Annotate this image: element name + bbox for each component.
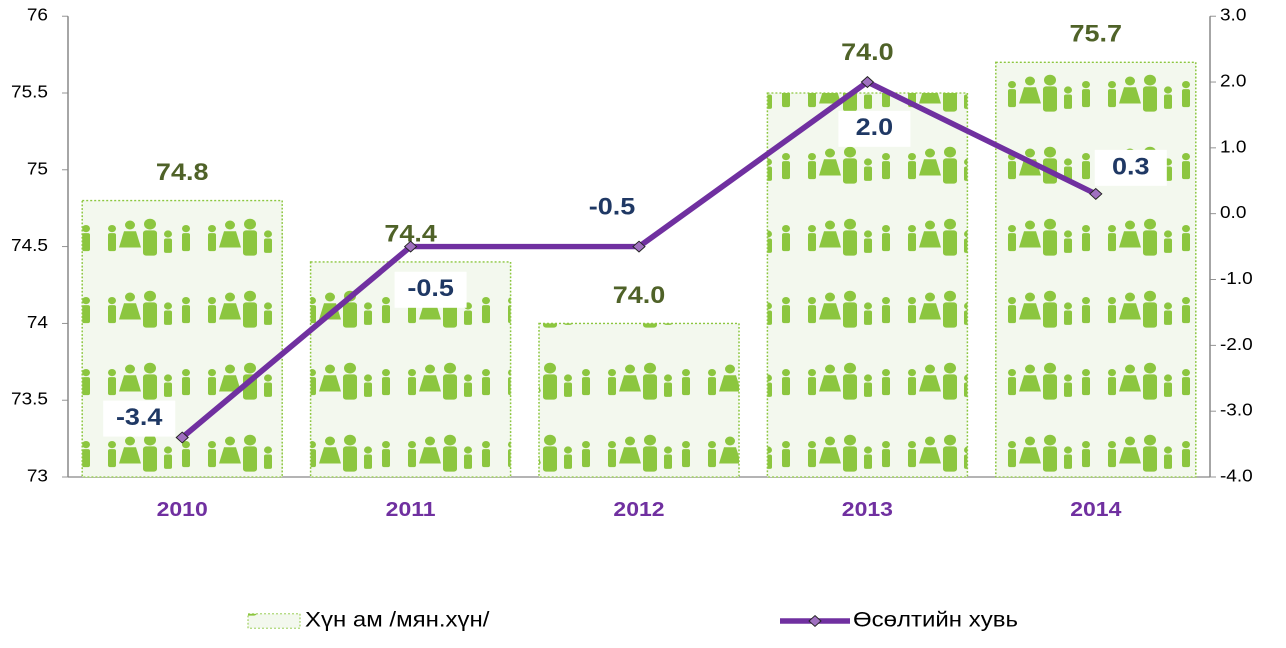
x-tick-label: 2014 <box>1070 497 1122 521</box>
y2-tick-label: -2.0 <box>1220 335 1253 354</box>
x-tick-label: 2012 <box>613 497 664 521</box>
y-tick-label: 75.5 <box>11 82 48 101</box>
line-label: 0.3 <box>1112 153 1150 179</box>
line-label: -0.5 <box>589 194 636 220</box>
y-tick-label: 73 <box>27 466 48 485</box>
legend-swatch <box>248 614 300 628</box>
chart: 73 73.5 74 74.5 75 75.5 76 -4.0 -3.0 -2.0 -1.0 0.0 1… <box>0 0 1286 648</box>
x-tick-label: 2013 <box>842 497 893 521</box>
y-tick-label: 74.5 <box>11 236 48 255</box>
bar-label: 74.0 <box>841 39 894 65</box>
bar-label: 74.0 <box>613 282 666 308</box>
legend-label: Өсөлтийн хувь <box>853 607 1018 632</box>
y2-tick-label: 1.0 <box>1220 137 1246 156</box>
line-label: -0.5 <box>407 275 454 301</box>
y-tick-label: 73.5 <box>11 390 48 409</box>
y2-tick-label: -4.0 <box>1220 466 1253 485</box>
y2-tick-label: -3.0 <box>1220 401 1253 420</box>
line-label: -3.4 <box>116 404 163 430</box>
bar <box>767 93 967 477</box>
bar-label: 75.7 <box>1070 21 1123 47</box>
x-tick-label: 2010 <box>157 497 208 521</box>
legend-marker <box>809 616 821 627</box>
y2-tick-label: -1.0 <box>1220 269 1253 288</box>
y2-tick-label: 0.0 <box>1220 203 1246 222</box>
bar <box>996 62 1196 477</box>
line-label: 2.0 <box>856 114 894 140</box>
y-tick-label: 75 <box>27 159 48 178</box>
y2-tick-label: 2.0 <box>1220 71 1246 90</box>
y-tick-label: 74 <box>27 313 48 332</box>
bar <box>539 323 739 477</box>
page: {"chart_data": {"type": "bar-line", "cat… <box>0 0 1286 648</box>
y-tick-label: 76 <box>27 6 48 25</box>
y2-tick-label: 3.0 <box>1220 6 1246 25</box>
legend-label: Хүн ам /мян.хүн/ <box>305 607 490 632</box>
x-tick-label: 2011 <box>386 497 436 521</box>
bar-label: 74.8 <box>156 159 209 185</box>
